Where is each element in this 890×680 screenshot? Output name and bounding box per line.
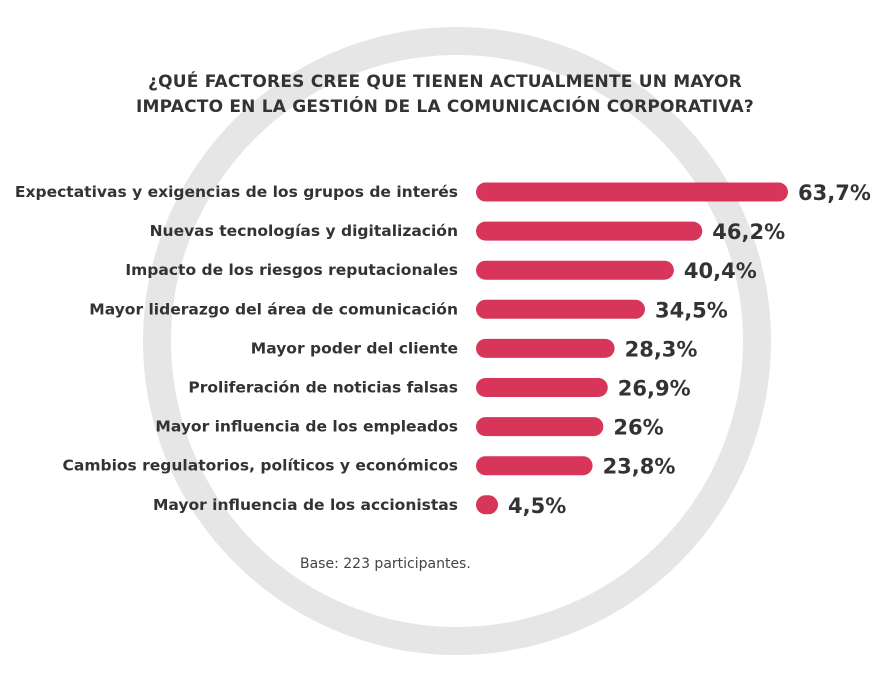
category-label: Mayor influencia de los empleados [155,418,458,436]
value-label: 40,4% [684,259,757,283]
category-label: Mayor liderazgo del área de comunicación [89,300,458,318]
category-label: Expectativas y exigencias de los grupos … [15,183,458,201]
bar [476,417,604,437]
category-label: Cambios regulatorios, políticos y económ… [62,457,458,475]
category-label: Proliferación de noticias falsas [188,379,458,397]
value-label: 28,3% [625,337,698,361]
footnote: Base: 223 participantes. [300,556,471,572]
chart-title-line-1: ¿QUÉ FACTORES CREE QUE TIENEN ACTUALMENT… [148,72,742,92]
category-label: Mayor poder del cliente [251,339,458,357]
bar [476,182,788,202]
value-label: 34,5% [655,298,728,322]
category-label: Impacto de los riesgos reputacionales [125,261,458,279]
value-label: 63,7% [798,181,871,205]
bar [476,299,645,319]
value-label: 4,5% [508,494,566,518]
bar [476,378,608,397]
value-label: 46,2% [712,220,785,244]
chart-title-line-2: IMPACTO EN LA GESTIÓN DE LA COMUNICACIÓN… [136,97,754,117]
bar [476,456,593,476]
bar [476,338,615,358]
bar [476,260,674,280]
value-label: 26% [613,416,663,440]
bar [476,221,703,241]
category-label: Nuevas tecnologías y digitalización [150,222,458,240]
value-label: 26,9% [618,377,691,401]
chart-title: ¿QUÉ FACTORES CREE QUE TIENEN ACTUALMENT… [95,70,795,120]
bar [476,495,499,515]
value-label: 23,8% [603,455,676,479]
category-label: Mayor influencia de los accionistas [153,496,458,514]
